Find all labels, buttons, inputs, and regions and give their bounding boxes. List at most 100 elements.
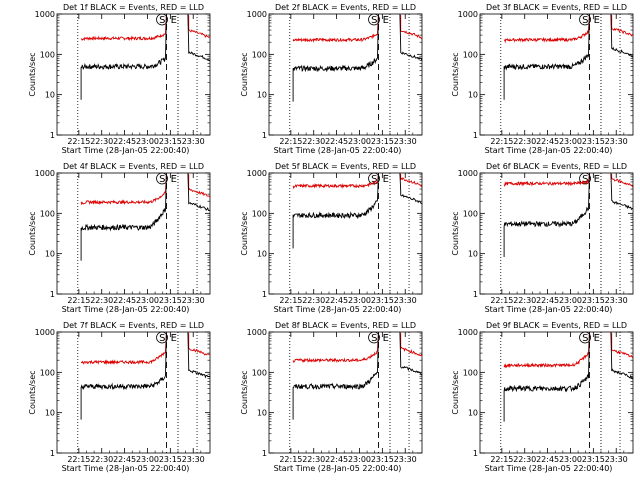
- event-marker-label: E: [594, 15, 600, 26]
- detector-panel: Det 6f BLACK = Events, RED = LLD 1 10 100 10…: [451, 162, 634, 314]
- detector-panel: Det 9f BLACK = Events, RED = LLD 1 10 100 10…: [451, 321, 634, 473]
- x-tick-label: 22:15: [490, 455, 513, 464]
- y-tick-label: 100: [463, 209, 478, 218]
- x-axis-label: Start Time (28-Jan-05 22:00:40): [274, 146, 402, 155]
- x-tick-label: 23:30: [182, 137, 205, 146]
- x-tick-label: 22:15: [279, 137, 302, 146]
- lld-curve-tail: [610, 173, 634, 188]
- lld-curve-tail: [187, 173, 211, 198]
- x-tick-label: 22:45: [325, 296, 348, 305]
- y-tick-label: 100: [40, 209, 55, 218]
- x-axis-label: Start Time (28-Jan-05 22:00:40): [485, 146, 613, 155]
- event-marker-label: E: [171, 174, 177, 185]
- x-tick-label: 22:30: [513, 455, 536, 464]
- event-marker-label: S: [582, 174, 588, 185]
- x-tick-label: 22:30: [513, 137, 536, 146]
- x-tick-label: 23:15: [159, 137, 182, 146]
- lld-curve-tail: [187, 14, 211, 39]
- lld-curve: [292, 173, 379, 190]
- event-marker-label: S: [582, 15, 588, 26]
- y-tick-label: 1000: [247, 169, 267, 178]
- x-axis-label: Start Time (28-Jan-05 22:00:40): [485, 464, 613, 473]
- lld-curve: [80, 14, 167, 42]
- x-tick-label: 22:30: [90, 137, 113, 146]
- lld-curve: [292, 332, 379, 364]
- y-axis-label: Counts/sec: [28, 52, 37, 96]
- event-marker-label: S: [371, 15, 377, 26]
- lld-curve: [80, 332, 167, 365]
- x-tick-label: 23:15: [371, 455, 394, 464]
- x-tick-label: 22:45: [113, 296, 136, 305]
- events-curve-tail: [610, 14, 634, 58]
- plot-frame: [56, 172, 211, 295]
- y-tick-label: 1: [50, 290, 55, 299]
- x-tick-label: 22:45: [325, 455, 348, 464]
- events-curve: [503, 332, 590, 422]
- y-tick-label: 1000: [35, 169, 55, 178]
- x-tick-label: 22:30: [302, 137, 325, 146]
- start-marker-circle: [368, 13, 380, 26]
- events-curve: [292, 332, 379, 420]
- x-tick-label: 22:45: [536, 137, 559, 146]
- x-tick-label: 22:45: [536, 455, 559, 464]
- lld-curve: [292, 14, 379, 43]
- panel-title: Det 7f BLACK = Events, RED = LLD: [63, 321, 204, 330]
- y-tick-label: 100: [40, 368, 55, 377]
- panel-title: Det 4f BLACK = Events, RED = LLD: [63, 162, 204, 171]
- event-marker-label: E: [171, 15, 177, 26]
- y-tick-label: 1: [473, 131, 478, 140]
- y-tick-label: 1000: [247, 10, 267, 19]
- events-curve-tail: [399, 14, 423, 62]
- y-tick-label: 1000: [35, 328, 55, 337]
- x-tick-label: 22:30: [90, 455, 113, 464]
- x-tick-label: 22:15: [67, 296, 90, 305]
- events-curve-tail: [399, 173, 423, 205]
- plot-frame: [268, 13, 423, 136]
- x-tick-label: 23:30: [182, 455, 205, 464]
- panel-title: Det 5f BLACK = Events, RED = LLD: [275, 162, 416, 171]
- y-tick-label: 10: [45, 91, 55, 100]
- panel-title: Det 1f BLACK = Events, RED = LLD: [63, 3, 204, 12]
- y-tick-label: 10: [468, 250, 478, 259]
- x-axis-label: Start Time (28-Jan-05 22:00:40): [62, 146, 190, 155]
- lld-curve: [504, 14, 590, 44]
- y-axis-label: Counts/sec: [240, 370, 249, 414]
- x-tick-label: 23:30: [394, 296, 417, 305]
- plot-frame: [268, 172, 423, 295]
- x-tick-label: 23:30: [182, 296, 205, 305]
- event-marker-label: E: [383, 15, 389, 26]
- lld-curve-tail: [399, 14, 423, 40]
- y-tick-label: 10: [257, 91, 267, 100]
- events-curve: [80, 173, 167, 261]
- y-tick-label: 1: [473, 290, 478, 299]
- y-tick-label: 100: [40, 50, 55, 59]
- event-marker-label: S: [371, 174, 377, 185]
- detector-panel: Det 7f BLACK = Events, RED = LLD 1 10 100 10…: [28, 321, 211, 473]
- x-tick-label: 23:00: [559, 137, 582, 146]
- lld-curve-tail: [399, 332, 423, 357]
- y-axis-label: Counts/sec: [451, 52, 460, 96]
- panel-title: Det 8f BLACK = Events, RED = LLD: [275, 321, 416, 330]
- event-marker-label: S: [159, 333, 165, 344]
- x-tick-label: 22:45: [113, 137, 136, 146]
- event-marker-label: E: [171, 333, 177, 344]
- lld-curve-tail: [610, 332, 634, 359]
- plot-frame: [268, 331, 423, 454]
- lld-curve-tail: [610, 14, 634, 37]
- y-tick-label: 10: [468, 409, 478, 418]
- y-axis-label: Counts/sec: [28, 370, 37, 414]
- y-tick-label: 1000: [458, 328, 478, 337]
- events-curve: [80, 14, 167, 100]
- lld-curve-tail: [399, 173, 423, 188]
- x-tick-label: 23:30: [394, 137, 417, 146]
- event-marker-label: S: [159, 174, 165, 185]
- y-tick-label: 1000: [247, 328, 267, 337]
- panel-title: Det 3f BLACK = Events, RED = LLD: [486, 3, 627, 12]
- x-tick-label: 22:30: [90, 296, 113, 305]
- y-axis-label: Counts/sec: [240, 211, 249, 255]
- events-curve-tail: [187, 173, 211, 212]
- x-tick-label: 22:15: [279, 296, 302, 305]
- x-tick-label: 23:30: [605, 296, 628, 305]
- x-tick-label: 23:15: [582, 296, 605, 305]
- y-tick-label: 1: [262, 290, 267, 299]
